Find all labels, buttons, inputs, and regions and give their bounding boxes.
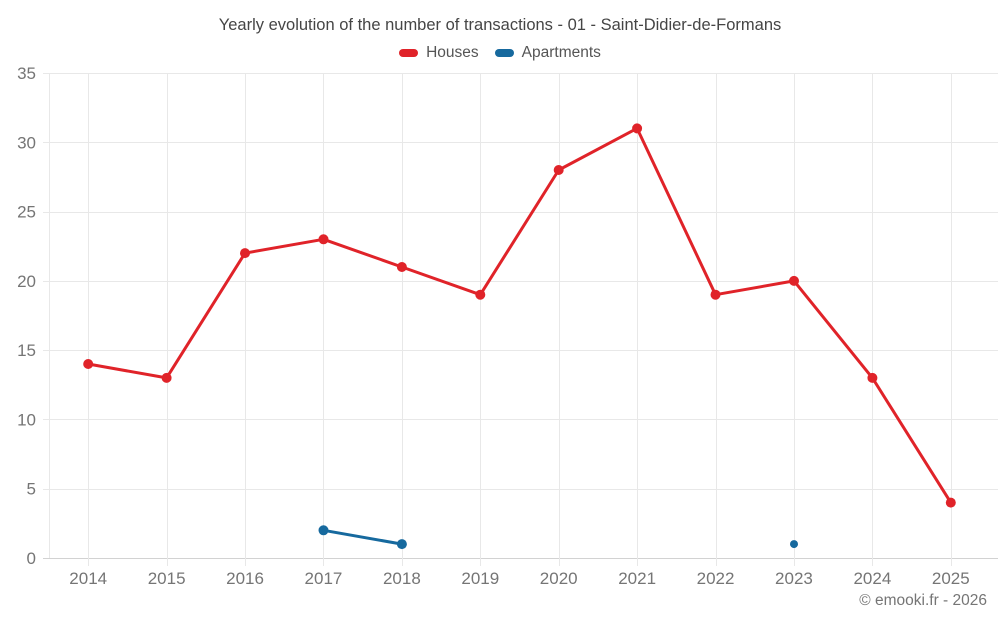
legend-item-houses: Houses bbox=[399, 44, 479, 62]
data-point-houses-2017[interactable] bbox=[318, 234, 329, 245]
x-tick-label-2014: 2014 bbox=[69, 569, 107, 588]
y-tick-label-25: 25 bbox=[17, 203, 36, 222]
data-point-apartments-2018[interactable] bbox=[396, 539, 407, 550]
data-point-houses-2020[interactable] bbox=[553, 165, 564, 175]
y-tick-label-35: 35 bbox=[17, 64, 36, 83]
x-tick-label-2024: 2024 bbox=[853, 569, 891, 588]
chart-legend: Houses Apartments bbox=[0, 44, 1000, 62]
x-tick-label-2018: 2018 bbox=[383, 569, 421, 588]
data-point-houses-2024[interactable] bbox=[867, 372, 878, 383]
data-point-houses-2014[interactable] bbox=[83, 359, 94, 369]
data-point-houses-2016[interactable] bbox=[240, 248, 250, 259]
x-tick-label-2016: 2016 bbox=[226, 569, 264, 588]
chart-title: Yearly evolution of the number of transa… bbox=[218, 16, 782, 34]
data-point-houses-2025[interactable] bbox=[945, 497, 956, 508]
houses-line bbox=[86, 126, 953, 505]
apartments-line bbox=[322, 528, 404, 546]
data-point-houses-2023[interactable] bbox=[789, 275, 799, 286]
x-tick-label-2022: 2022 bbox=[697, 569, 735, 588]
legend-item-apartments: Apartments bbox=[494, 44, 601, 62]
x-tick-label-2021: 2021 bbox=[618, 569, 656, 588]
data-point-apartments-2023[interactable] bbox=[790, 540, 798, 549]
y-tick-label-20: 20 bbox=[17, 272, 36, 291]
data-point-houses-2022[interactable] bbox=[710, 289, 721, 300]
x-tick-label-2023: 2023 bbox=[775, 569, 813, 588]
data-point-houses-2018[interactable] bbox=[396, 262, 407, 272]
legend-label-houses: Houses bbox=[426, 44, 479, 61]
x-tick-label-2017: 2017 bbox=[305, 569, 343, 588]
y-tick-label-15: 15 bbox=[17, 341, 36, 360]
y-tick-label-5: 5 bbox=[27, 480, 36, 499]
y-tick-label-30: 30 bbox=[17, 133, 36, 152]
x-tick-label-2025: 2025 bbox=[932, 569, 970, 588]
data-point-apartments-2017[interactable] bbox=[318, 525, 329, 536]
data-point-houses-2019[interactable] bbox=[475, 289, 486, 300]
legend-label-apartments: Apartments bbox=[521, 44, 601, 61]
data-point-houses-2021[interactable] bbox=[632, 123, 643, 134]
y-tick-label-0: 0 bbox=[27, 549, 36, 568]
data-point-houses-2015[interactable] bbox=[161, 372, 172, 383]
copyright-text: © emooki.fr - 2026 bbox=[859, 592, 987, 609]
houses-series-swatch-icon bbox=[399, 49, 419, 57]
x-tick-label-2020: 2020 bbox=[540, 569, 578, 588]
x-tick-label-2015: 2015 bbox=[148, 569, 186, 588]
y-tick-label-10: 10 bbox=[17, 410, 36, 429]
x-tick-label-2019: 2019 bbox=[461, 569, 499, 588]
apartments-series-swatch-icon bbox=[494, 49, 514, 57]
